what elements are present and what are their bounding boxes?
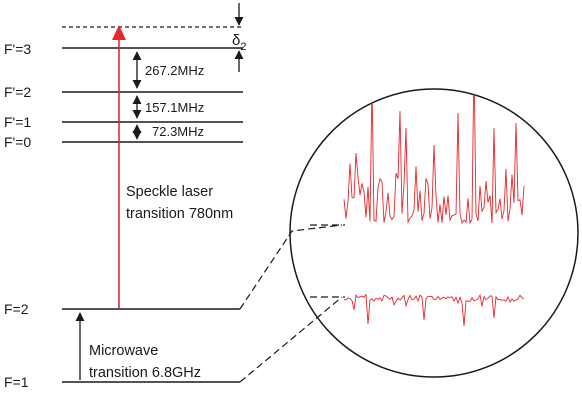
level-label-fp1: F'=1 [4,114,31,130]
zoom-circle [289,88,579,378]
level-label-f2: F=2 [4,301,29,317]
zoom-connector-lower [239,296,343,383]
splitting-label-fp1-fp0: 72.3MHz [152,124,204,139]
splitting-label-fp3-fp2: 267.2MHz [145,63,204,78]
zoom-connector-upper [239,224,343,310]
speckle-label-line2: transition 780nm [126,206,233,222]
level-label-f1: F=1 [4,374,29,390]
level-label-fp0: F'=0 [4,134,31,150]
ground-signal-trace [343,293,525,327]
level-label-fp2: F'=2 [4,84,31,100]
detuning-label: δ2 [232,32,246,53]
speckle-signal-trace [343,89,525,225]
speckle-label-line1: Speckle laser [126,184,213,200]
microwave-label-line2: transition 6.8GHz [89,365,201,381]
speckle-laser-arrowhead [112,25,126,40]
splitting-label-fp2-fp1: 157.1MHz [145,100,204,115]
level-label-fp3: F'=3 [4,41,31,57]
microwave-label-line1: Microwave [89,343,158,359]
